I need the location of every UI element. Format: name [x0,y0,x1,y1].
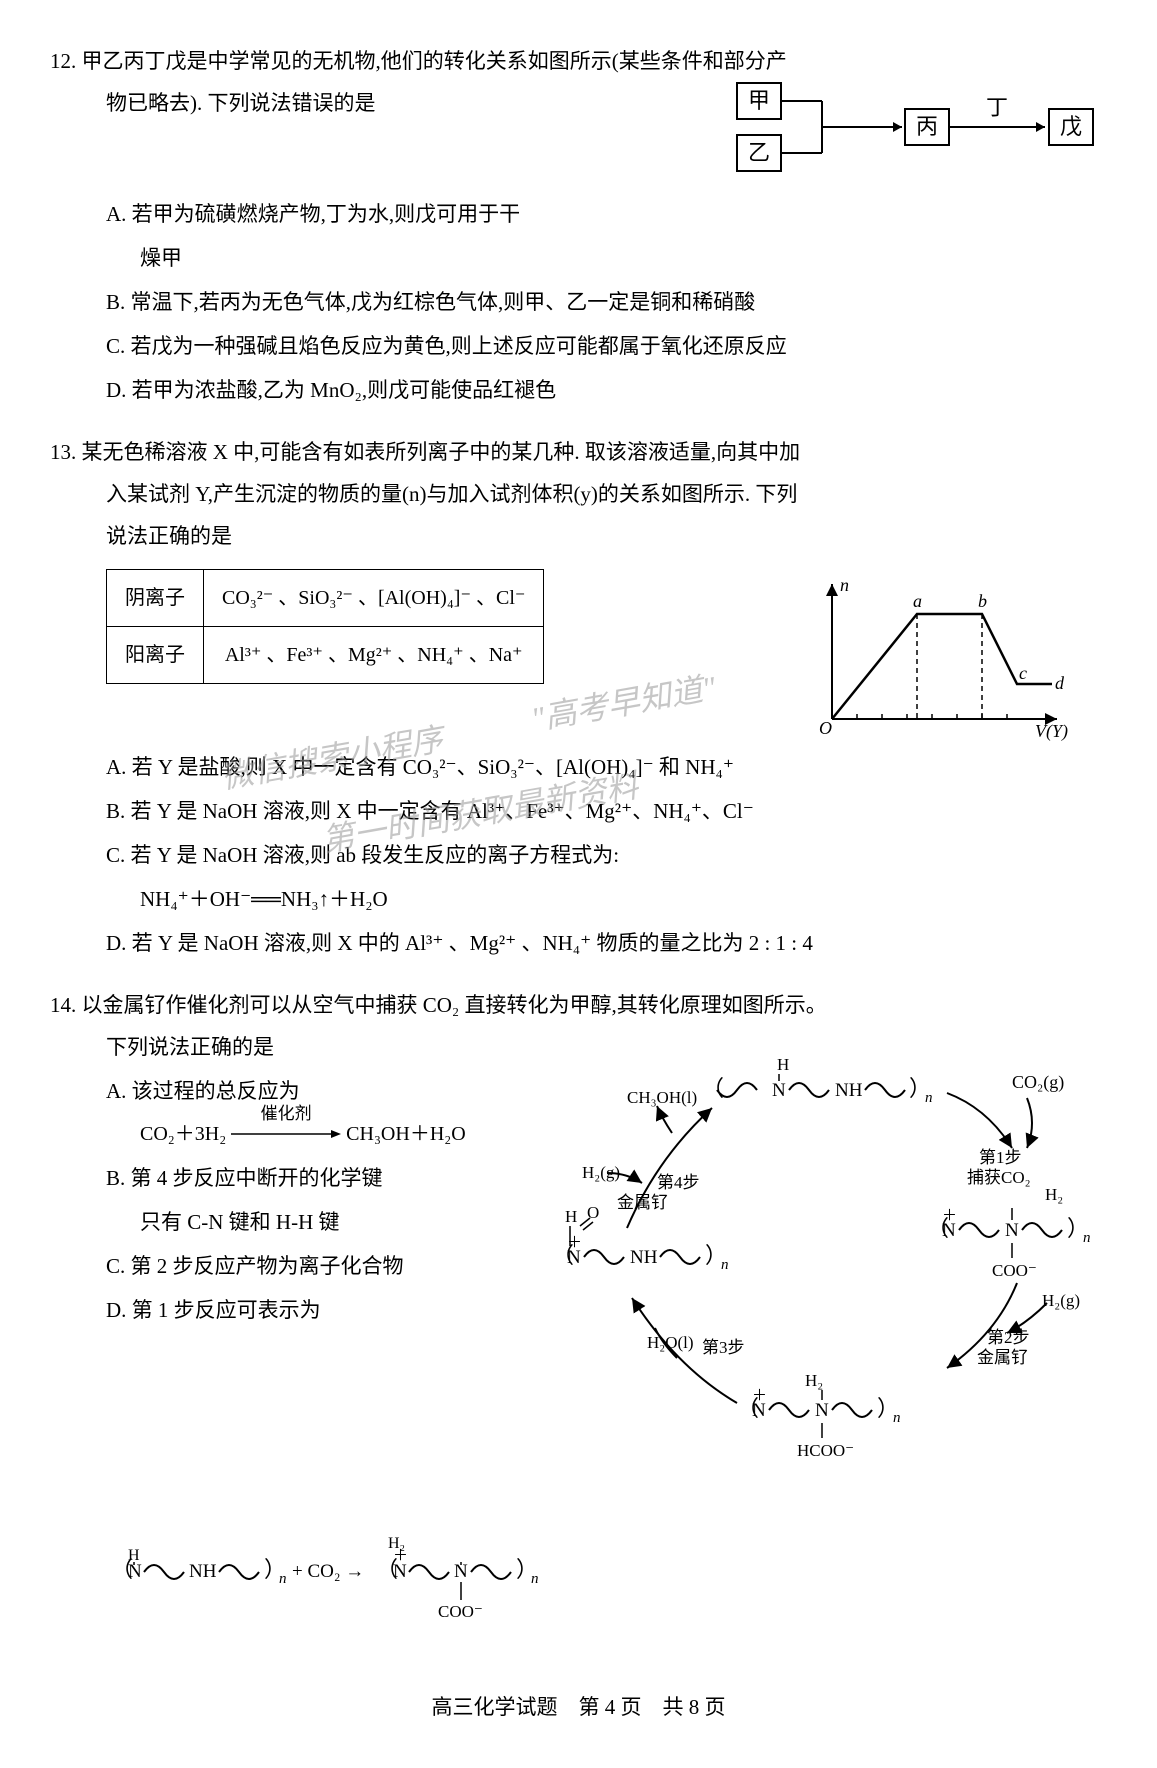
q14-num: 14. [50,993,76,1017]
svg-text:n: n [721,1257,729,1273]
svg-text:第2步: 第2步 [987,1328,1030,1347]
svg-text:NH: NH [189,1561,217,1582]
svg-text:丁: 丁 [986,95,1008,120]
svg-text:丙: 丙 [916,114,938,139]
svg-text:n: n [531,1571,539,1587]
q13-optD: D. 若 Y 是 NaOH 溶液,则 X 中的 Al³⁺ 、Mg²⁺ 、NH₄⁺… [50,922,1107,964]
svg-text:d: d [1055,673,1065,693]
svg-text:N: N [1005,1220,1019,1241]
svg-text:乙: 乙 [748,140,770,165]
cell-anion-label: 阴离子 [107,570,204,627]
flow-svg: 甲 乙 丙 丁 戊 [727,77,1107,177]
svg-text:（: （ [702,1076,724,1101]
svg-text:N: N [128,1561,142,1582]
svg-text:a: a [913,591,922,611]
svg-text:COO⁻: COO⁻ [992,1261,1037,1280]
svg-text:n: n [279,1571,287,1587]
cycle-diagram: H N （ NH ） n CO₂(g) 第1步 捕获CO₂ H₂ （ N ＋ N [547,1048,1107,1532]
svg-text:H: H [565,1207,577,1226]
svg-text:金属钌: 金属钌 [977,1348,1028,1367]
svg-text:NH: NH [630,1247,658,1268]
ion-table: 阴离子 CO₃²⁻ 、SiO₃²⁻ 、[Al(OH)₄]⁻ 、Cl⁻ 阳离子 A… [106,569,544,684]
svg-text:捕获CO₂: 捕获CO₂ [967,1168,1031,1187]
svg-text:NH: NH [835,1080,863,1101]
svg-text:+ CO₂ →: + CO₂ → [292,1561,364,1582]
q13-num: 13. [50,440,76,464]
graph-svg: n V(Y) O a b c d [797,569,1077,744]
svg-text:第3步: 第3步 [702,1338,745,1357]
question-13: 13. 某无色稀溶液 X 中,可能含有如表所列离子中的某几种. 取该溶液适量,向… [50,431,1107,966]
svg-text:N: N [393,1561,407,1582]
svg-text:H₂O(l): H₂O(l) [647,1333,694,1352]
svg-text:c: c [1019,663,1027,683]
q13-stem1: 某无色稀溶液 X 中,可能含有如表所列离子中的某几种. 取该溶液适量,向其中加 [82,440,801,464]
cell-cations: Al³⁺ 、Fe³⁺ 、Mg²⁺ 、NH₄⁺ 、Na⁺ [204,627,544,684]
svg-text:n: n [893,1410,901,1426]
cell-anions: CO₃²⁻ 、SiO₃²⁻ 、[Al(OH)₄]⁻ 、Cl⁻ [204,570,544,627]
q13-optC1: C. 若 Y 是 NaOH 溶液,则 ab 段发生反应的离子方程式为: [50,834,1107,876]
svg-text:H: H [128,1547,140,1564]
svg-text:H: H [777,1055,789,1074]
svg-text:戊: 戊 [1060,114,1082,139]
svg-text:甲: 甲 [748,88,770,113]
q12-optD: D. 若甲为浓盐酸,乙为 MnO₂,则戊可能使品红褪色 [50,369,1107,411]
q12-optB: B. 常温下,若丙为无色气体,戊为红棕色气体,则甲、乙一定是铜和稀硝酸 [50,281,1107,323]
q12-optA: A. 若甲为硫磺燃烧产物,丁为水,则戊可用于干 [50,193,1107,235]
svg-text:H₂: H₂ [1045,1185,1063,1204]
svg-text:COO⁻: COO⁻ [438,1602,483,1621]
q13-stem2: 入某试剂 Y,产生沉淀的物质的量(n)与加入试剂体积(y)的关系如图所示. 下列 [50,473,1107,515]
svg-text:n: n [1083,1230,1091,1246]
q12-line2: 甲 乙 丙 丁 戊 物已略去). 下列说法错误的是 [50,82,1107,191]
cycle-svg: H N （ NH ） n CO₂(g) 第1步 捕获CO₂ H₂ （ N ＋ N [547,1048,1107,1518]
q13-optC2: NH₄⁺＋OH⁻══NH₃↑＋H₂O [50,878,1107,920]
svg-text:金属钌: 金属钌 [617,1193,668,1212]
page-footer: 高三化学试题 第 4 页 共 8 页 [50,1686,1107,1728]
svg-text:第1步: 第1步 [979,1148,1022,1167]
svg-text:CO₂(g): CO₂(g) [1012,1072,1064,1093]
q13-optA: A. 若 Y 是盐酸,则 X 中一定含有 CO₃²⁻、SiO₃²⁻、[Al(OH… [50,746,1107,788]
q13-stem3: 说法正确的是 [50,515,1107,557]
svg-text:CH₃OH(l): CH₃OH(l) [627,1088,697,1107]
question-12: 12. 甲乙丙丁戊是中学常见的无机物,他们的转化关系如图所示(某些条件和部分产 … [50,40,1107,413]
q12-stem2: 物已略去). 下列说法错误的是 [106,91,376,115]
q14-stem1: 以金属钌作催化剂可以从空气中捕获 CO₂ 直接转化为甲醇,其转化原理如图所示。 [82,993,827,1017]
svg-text:H₂: H₂ [805,1371,823,1390]
svg-text:HCOO⁻: HCOO⁻ [797,1441,854,1460]
svg-text:H₂(g): H₂(g) [1042,1291,1080,1310]
cell-cation-label: 阳离子 [107,627,204,684]
svg-text:＋: ＋ [942,1208,957,1224]
svg-text:b: b [978,591,987,611]
svg-text:第4步: 第4步 [657,1173,700,1192]
svg-text:N: N [815,1400,829,1421]
svg-text:H₂: H₂ [388,1535,405,1552]
q13-optB: B. 若 Y 是 NaOH 溶液,则 X 中一定含有 Al³⁺、Fe³⁺、Mg²… [50,790,1107,832]
svg-text:O: O [819,718,832,738]
q12-num: 12. [50,49,76,73]
catalyst-arrow: 催化剂 [231,1115,341,1155]
q12-optC: C. 若戊为一种强碱且焰色反应为黄色,则上述反应可能都属于氧化还原反应 [50,325,1107,367]
question-14: 14. 以金属钌作催化剂可以从空气中捕获 CO₂ 直接转化为甲醇,其转化原理如图… [50,984,1107,1656]
svg-text:n: n [925,1090,933,1106]
flow-diagram: 甲 乙 丙 丁 戊 [727,77,1107,191]
q12-optA2: 燥甲 [50,237,1107,279]
q12-stem1: 甲乙丙丁戊是中学常见的无机物,他们的转化关系如图所示(某些条件和部分产 [82,49,787,73]
svg-text:N: N [772,1080,786,1101]
svg-text:V(Y): V(Y) [1035,721,1068,742]
svg-text:＋: ＋ [752,1388,767,1404]
structure-eq-svg: （ N H NH ） n + CO₂ → （ N ＋ H₂ N ） n COO⁻ [106,1532,626,1642]
svg-text:n: n [840,575,849,595]
